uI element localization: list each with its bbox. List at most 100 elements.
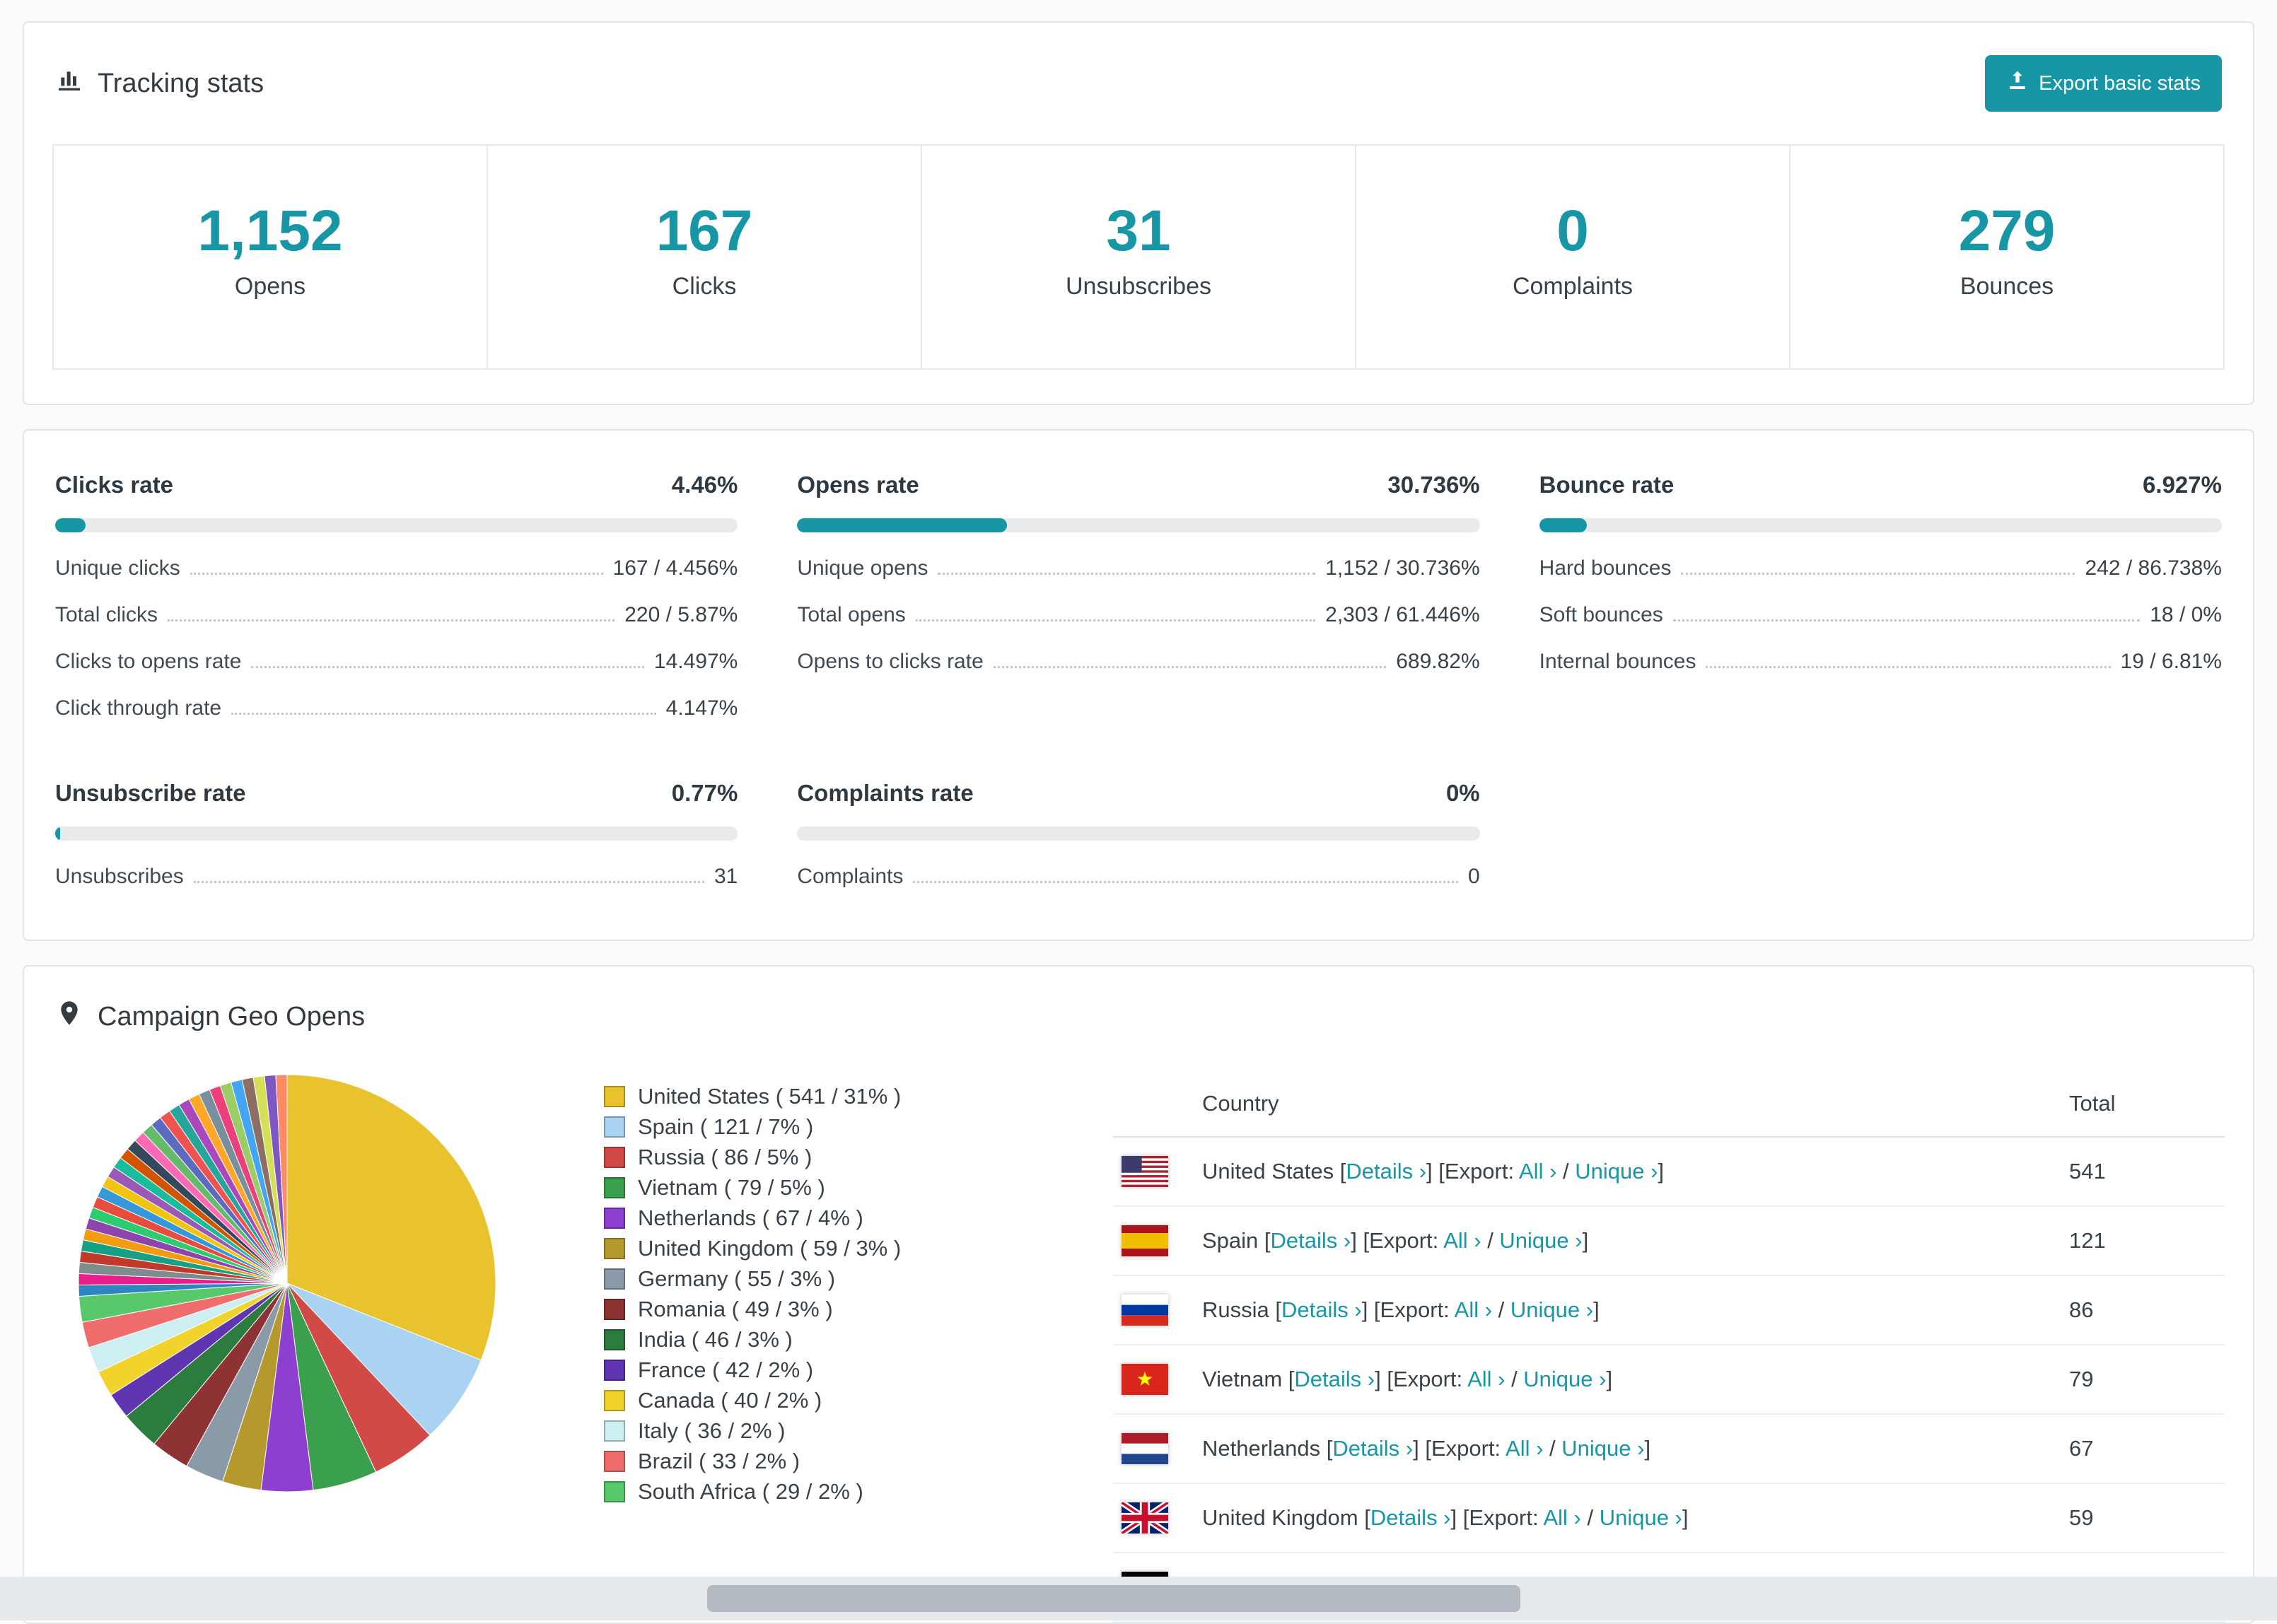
detail-value: 167 / 4.456% [612,556,738,580]
detail-label: Unsubscribes [55,865,184,888]
dotted-leader [915,619,1316,621]
pie-legend: United States ( 541 / 31% ) Spain ( 121 /… [604,1071,1099,1623]
legend-label: Romania ( 49 / 3% ) [638,1296,833,1321]
details-link[interactable]: Details › [1370,1505,1451,1530]
country-name: United Kingdom [1202,1505,1358,1530]
export-all-link[interactable]: All › [1519,1159,1557,1184]
legend-swatch [604,1389,625,1411]
details-link[interactable]: Details › [1332,1436,1414,1461]
total-column-header: Total [2055,1071,2225,1138]
rate-block-bounce-rate: Bounce rate 6.927% Hard bounces 242 / 86.73… [1539,472,2222,720]
legend-item-brazil: Brazil ( 33 / 2% ) [604,1446,1099,1476]
horizontal-scrollbar-thumb[interactable] [707,1585,1520,1612]
detail-value: 19 / 6.81% [2120,650,2222,673]
stat-detail-row-total-opens: Total opens 2,303 / 61.446% [797,603,1479,627]
dotted-leader [231,713,656,715]
legend-swatch [604,1359,625,1381]
legend-swatch [604,1116,625,1138]
detail-value: 689.82% [1396,650,1480,673]
flag-es-icon [1122,1225,1168,1256]
legend-label: Germany ( 55 / 3% ) [638,1266,836,1291]
detail-label: Unique clicks [55,556,180,580]
dotted-leader [938,573,1316,575]
pie-slice-united-states [286,1074,496,1361]
stat-detail-row-clicks-to-opens-rate: Clicks to opens rate 14.497% [55,650,738,674]
geo-table-header-row: Country Total [1113,1071,2225,1138]
export-unique-link[interactable]: Unique › [1599,1505,1682,1530]
details-link[interactable]: Details › [1346,1159,1427,1184]
detail-value: 14.497% [653,650,738,673]
country-cell: Russia [Details ›] [Export: All › / Uniq… [1188,1275,2055,1345]
detail-value: 4.147% [665,696,738,720]
export-label: Export: [1369,1228,1444,1253]
rate-block-unsubscribe-rate: Unsubscribe rate 0.77% Unsubscribes 31 [55,780,738,889]
country-cell: Vietnam [Details ›] [Export: All › / Uni… [1188,1345,2055,1415]
detail-value: 31 [714,865,738,888]
legend-swatch [604,1328,625,1350]
progress-bar-fill [55,826,61,841]
stat-box-complaints: 0 Complaints [1356,146,1790,368]
legend-item-france: France ( 42 / 2% ) [604,1355,1099,1385]
legend-label: Russia ( 86 / 5% ) [638,1144,813,1169]
detail-value: 18 / 0% [2150,603,2222,626]
rate-title: Clicks rate [55,472,173,498]
stat-box-bounces: 279 Bounces [1790,146,2223,368]
progress-bar-fill [55,518,86,532]
detail-label: Click through rate [55,696,222,720]
country-name: United States [1202,1159,1334,1184]
rate-title: Bounce rate [1539,472,1675,498]
export-unique-link[interactable]: Unique › [1510,1297,1594,1322]
stat-value: 1,152 [197,199,343,263]
export-all-link[interactable]: All › [1454,1297,1493,1322]
country-cell: United Kingdom [Details ›] [Export: All … [1188,1483,2055,1553]
rate-block-clicks-rate: Clicks rate 4.46% Unique clicks 167 / 4.456… [55,472,738,720]
flag-nl-icon [1122,1433,1168,1464]
export-unique-link[interactable]: Unique › [1499,1228,1583,1253]
horizontal-scrollbar[interactable] [0,1577,2277,1620]
legend-item-united-states: United States ( 541 / 31% ) [604,1081,1099,1111]
export-label: Export: [1469,1505,1544,1530]
detail-value: 2,303 / 61.446% [1325,603,1480,626]
export-unique-link[interactable]: Unique › [1561,1436,1645,1461]
detail-label: Internal bounces [1539,650,1696,673]
details-link[interactable]: Details › [1294,1367,1375,1391]
export-basic-stats-button[interactable]: Export basic stats [1985,55,2222,112]
details-link[interactable]: Details › [1270,1228,1351,1253]
rate-value: 4.46% [671,472,738,498]
export-all-link[interactable]: All › [1467,1367,1506,1391]
export-all-link[interactable]: All › [1506,1436,1544,1461]
country-total: 121 [2055,1206,2225,1276]
export-label: Export: [1380,1297,1455,1322]
details-link[interactable]: Details › [1281,1297,1362,1322]
export-icon [2006,69,2029,98]
dotted-leader [1681,573,2075,575]
legend-swatch [604,1420,625,1442]
geo-row-vietnam: Vietnam [Details ›] [Export: All › / Uni… [1113,1345,2225,1415]
stat-detail-row-opens-to-clicks-rate: Opens to clicks rate 689.82% [797,650,1479,674]
detail-label: Total clicks [55,603,158,626]
flag-ru-icon [1122,1295,1168,1326]
legend-swatch [604,1450,625,1472]
stat-label: Unsubscribes [1066,273,1211,300]
export-all-link[interactable]: All › [1443,1228,1481,1253]
stat-value: 0 [1556,199,1589,263]
country-name: Netherlands [1202,1436,1321,1461]
stat-box-clicks: 167 Clicks [488,146,922,368]
flag-vn-icon [1122,1364,1168,1395]
export-label: Export: [1392,1367,1468,1391]
export-unique-link[interactable]: Unique › [1575,1159,1658,1184]
legend-item-canada: Canada ( 40 / 2% ) [604,1385,1099,1415]
country-name: Vietnam [1202,1367,1283,1391]
export-basic-stats-label: Export basic stats [2039,71,2201,95]
progress-bar [1539,518,2222,532]
tracking-stats-card: Tracking stats Export basic stats 1,152 O… [23,21,2254,405]
legend-item-spain: Spain ( 121 / 7% ) [604,1111,1099,1142]
detail-label: Unique opens [797,556,928,580]
legend-label: United Kingdom ( 59 / 3% ) [638,1235,902,1261]
legend-swatch [604,1237,625,1259]
export-unique-link[interactable]: Unique › [1523,1367,1607,1391]
export-all-link[interactable]: All › [1543,1505,1581,1530]
stat-detail-row-unique-opens: Unique opens 1,152 / 30.736% [797,556,1479,580]
stat-box-opens: 1,152 Opens [54,146,488,368]
dotted-leader [1706,666,2111,668]
